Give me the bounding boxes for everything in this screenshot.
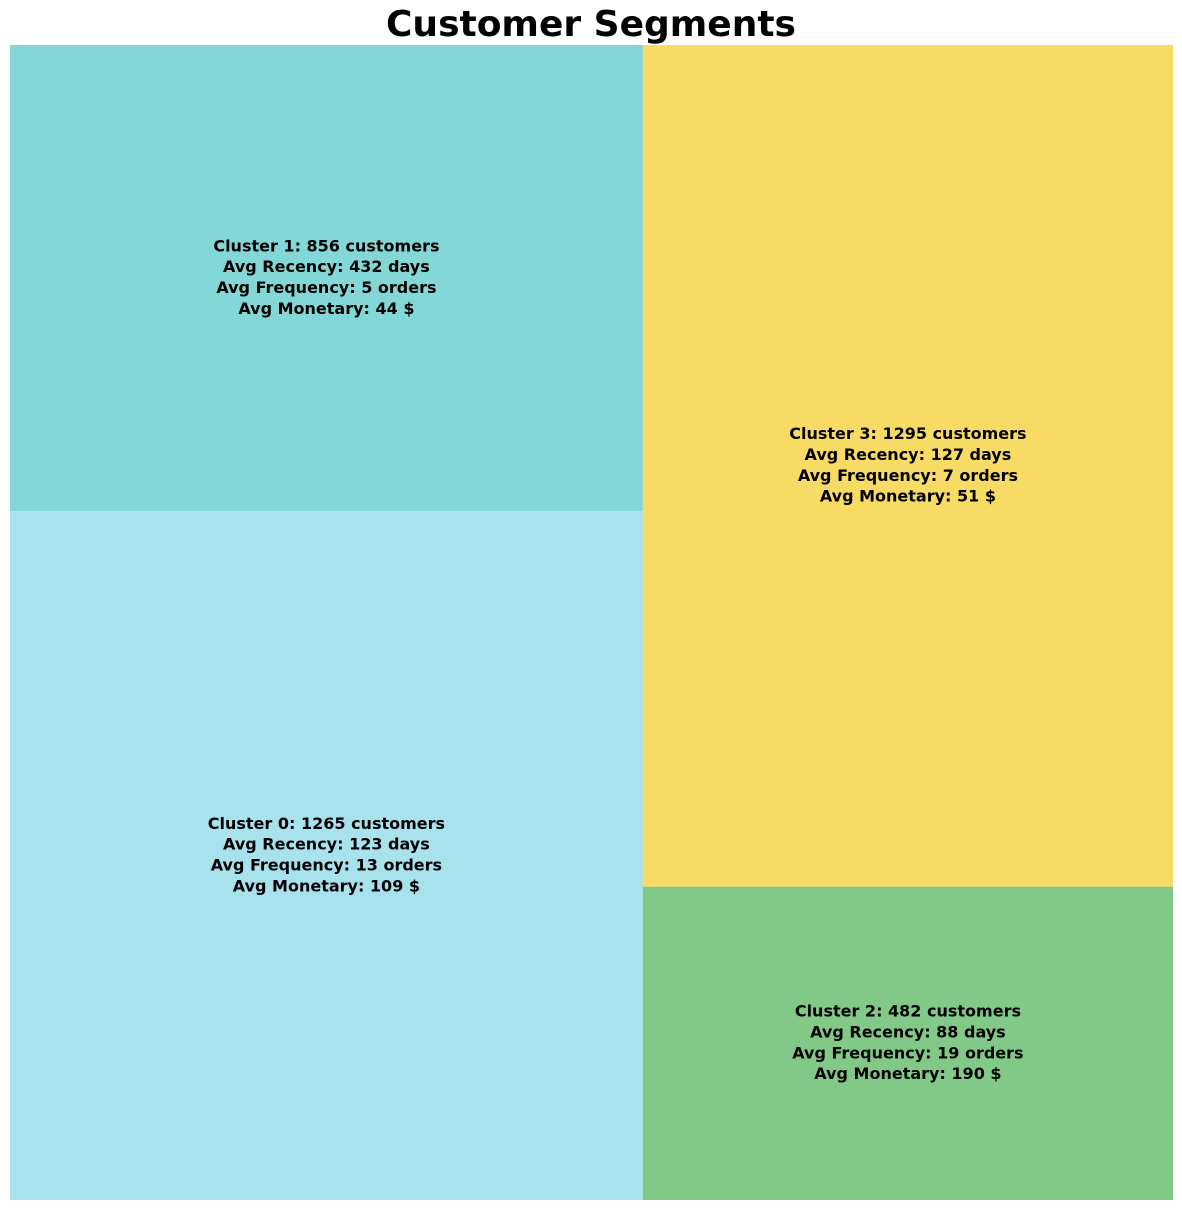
tile-label-line: Cluster 2: 482 customers bbox=[795, 1002, 1021, 1021]
tile-label-line: Avg Monetary: 109 $ bbox=[233, 876, 420, 895]
tile-label-line: Avg Monetary: 44 $ bbox=[238, 299, 414, 318]
tile-label-line: Avg Monetary: 51 $ bbox=[820, 487, 996, 506]
tile-label-line: Cluster 0: 1265 customers bbox=[208, 814, 445, 833]
tile-cluster-1 bbox=[10, 45, 643, 512]
tile-label-line: Avg Recency: 432 days bbox=[223, 257, 430, 276]
tile-label-line: Avg Frequency: 7 orders bbox=[798, 466, 1018, 485]
tile-label-line: Avg Recency: 123 days bbox=[223, 835, 430, 854]
tile-label-cluster-0: Cluster 0: 1265 customers Avg Recency: 12… bbox=[208, 814, 445, 895]
tile-label-cluster-3: Cluster 3: 1295 customers Avg Recency: 12… bbox=[789, 424, 1026, 505]
tile-label-line: Avg Monetary: 190 $ bbox=[814, 1064, 1001, 1083]
tile-cluster-0 bbox=[10, 511, 643, 1200]
tile-label-line: Cluster 3: 1295 customers bbox=[789, 424, 1026, 443]
tile-label-line: Cluster 1: 856 customers bbox=[213, 236, 439, 255]
tile-label-cluster-2: Cluster 2: 482 customers Avg Recency: 88 … bbox=[792, 1002, 1023, 1083]
tile-cluster-2 bbox=[642, 886, 1173, 1200]
tile-label-line: Avg Recency: 88 days bbox=[810, 1022, 1006, 1041]
tile-label-cluster-1: Cluster 1: 856 customers Avg Recency: 432… bbox=[213, 236, 439, 317]
tile-label-line: Avg Frequency: 5 orders bbox=[216, 278, 436, 297]
chart-title: Customer Segments bbox=[386, 4, 796, 45]
tile-cluster-3 bbox=[642, 45, 1173, 887]
tile-label-line: Avg Frequency: 13 orders bbox=[211, 855, 442, 874]
tile-label-line: Avg Frequency: 19 orders bbox=[792, 1043, 1023, 1062]
tile-label-line: Avg Recency: 127 days bbox=[805, 445, 1012, 464]
